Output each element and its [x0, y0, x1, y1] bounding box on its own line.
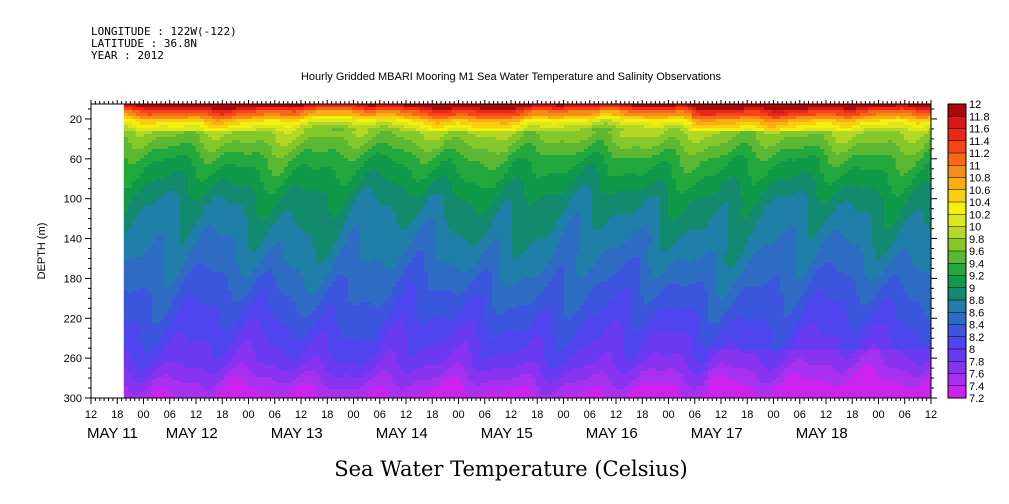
year-label: YEAR : 2012: [91, 49, 164, 62]
chart-title: Hourly Gridded MBARI Mooring M1 Sea Wate…: [301, 71, 722, 83]
temperature-heatmap: [124, 104, 933, 399]
